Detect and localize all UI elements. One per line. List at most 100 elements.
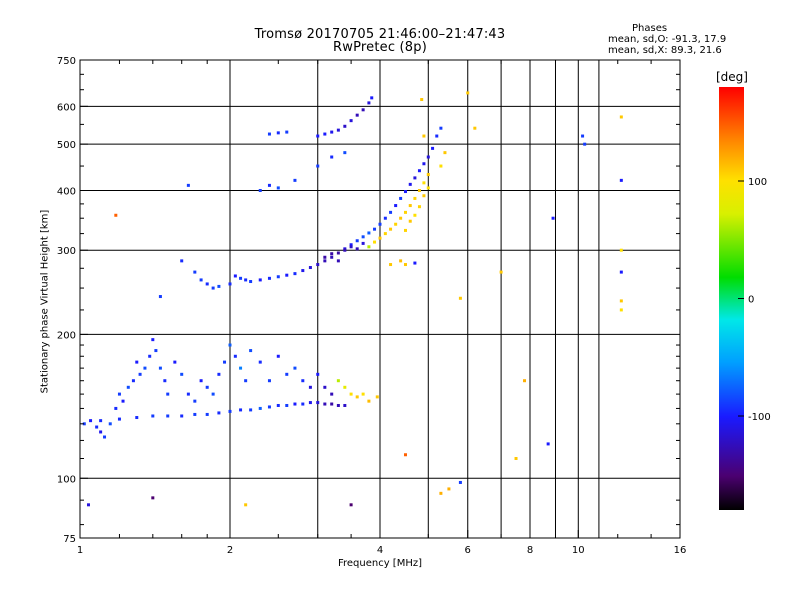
- y-tick-label: 400: [57, 186, 76, 197]
- data-point: [293, 402, 297, 406]
- data-point: [267, 132, 271, 136]
- data-point: [249, 349, 253, 353]
- colorbar-tick-label: 0: [748, 295, 754, 306]
- x-tick-label: 8: [527, 545, 533, 556]
- data-point: [258, 188, 262, 192]
- data-point: [285, 273, 289, 277]
- data-point: [151, 414, 155, 418]
- data-point: [301, 269, 305, 273]
- data-point: [199, 278, 203, 282]
- data-point: [420, 98, 424, 102]
- data-point: [135, 416, 139, 420]
- data-point: [422, 181, 426, 185]
- data-point: [330, 252, 334, 256]
- data-point: [375, 395, 379, 399]
- data-point: [323, 132, 327, 136]
- data-point: [367, 399, 371, 403]
- data-point: [228, 282, 232, 286]
- data-point: [267, 379, 271, 383]
- data-point: [426, 186, 430, 190]
- data-point: [258, 406, 262, 410]
- data-point: [619, 248, 623, 252]
- data-point: [389, 227, 393, 231]
- x-tick-label: 2: [227, 545, 233, 556]
- data-point: [373, 227, 377, 231]
- data-point: [121, 399, 125, 403]
- data-point: [158, 295, 162, 299]
- data-point: [82, 422, 86, 426]
- data-point: [316, 164, 320, 168]
- data-point: [330, 130, 334, 134]
- data-point: [378, 236, 382, 240]
- data-point: [546, 442, 550, 446]
- data-point: [413, 176, 417, 180]
- data-point: [343, 124, 347, 128]
- data-point: [126, 385, 130, 389]
- data-point: [267, 405, 271, 409]
- y-tick-label: 300: [57, 246, 76, 257]
- data-point: [523, 379, 527, 383]
- x-tick-label: 6: [465, 545, 471, 556]
- data-point: [389, 210, 393, 214]
- data-point: [323, 255, 327, 259]
- y-tick-label: 600: [57, 102, 76, 113]
- data-point: [308, 401, 312, 405]
- data-point: [163, 379, 167, 383]
- data-point: [117, 392, 121, 396]
- data-point: [349, 119, 353, 123]
- x-tick-label: 4: [377, 545, 383, 556]
- data-point: [403, 263, 407, 267]
- y-tick-label: 750: [57, 56, 76, 67]
- data-point: [285, 130, 289, 134]
- data-point: [349, 243, 353, 247]
- data-point: [417, 205, 421, 209]
- data-point: [383, 216, 387, 220]
- legend-line-o: mean, sd,O: -91.3, 17.9: [608, 34, 727, 45]
- data-point: [355, 395, 359, 399]
- data-point: [399, 216, 403, 220]
- data-point: [499, 270, 503, 274]
- data-point: [158, 366, 162, 370]
- data-point: [361, 108, 365, 112]
- data-point: [343, 385, 347, 389]
- data-point: [211, 392, 215, 396]
- data-point: [413, 213, 417, 217]
- data-point: [431, 146, 435, 150]
- data-point: [619, 178, 623, 182]
- data-point: [166, 392, 170, 396]
- data-point: [403, 453, 407, 457]
- data-point: [233, 274, 237, 278]
- data-point: [276, 354, 280, 358]
- data-point: [99, 419, 103, 423]
- data-point: [301, 379, 305, 383]
- data-point: [316, 401, 320, 405]
- data-point: [383, 232, 387, 236]
- data-point: [403, 210, 407, 214]
- data-point: [389, 263, 393, 267]
- data-point: [223, 360, 227, 364]
- data-point: [117, 417, 121, 421]
- data-point: [205, 385, 209, 389]
- x-tick-label: 16: [674, 545, 687, 556]
- data-point: [89, 419, 93, 423]
- data-point: [239, 366, 243, 370]
- data-point: [349, 503, 353, 507]
- data-point: [343, 248, 347, 252]
- data-point: [343, 403, 347, 407]
- data-point: [151, 496, 155, 500]
- data-point: [205, 412, 209, 416]
- data-point: [217, 411, 221, 415]
- x-tick-label: 10: [572, 545, 585, 556]
- data-point: [422, 162, 426, 166]
- data-point: [233, 354, 237, 358]
- data-point: [394, 204, 398, 208]
- data-point: [267, 276, 271, 280]
- data-point: [367, 245, 371, 249]
- data-point: [323, 385, 327, 389]
- data-point: [108, 422, 112, 426]
- data-point: [239, 276, 243, 280]
- data-point: [336, 403, 340, 407]
- data-point: [413, 196, 417, 200]
- data-point: [361, 241, 365, 245]
